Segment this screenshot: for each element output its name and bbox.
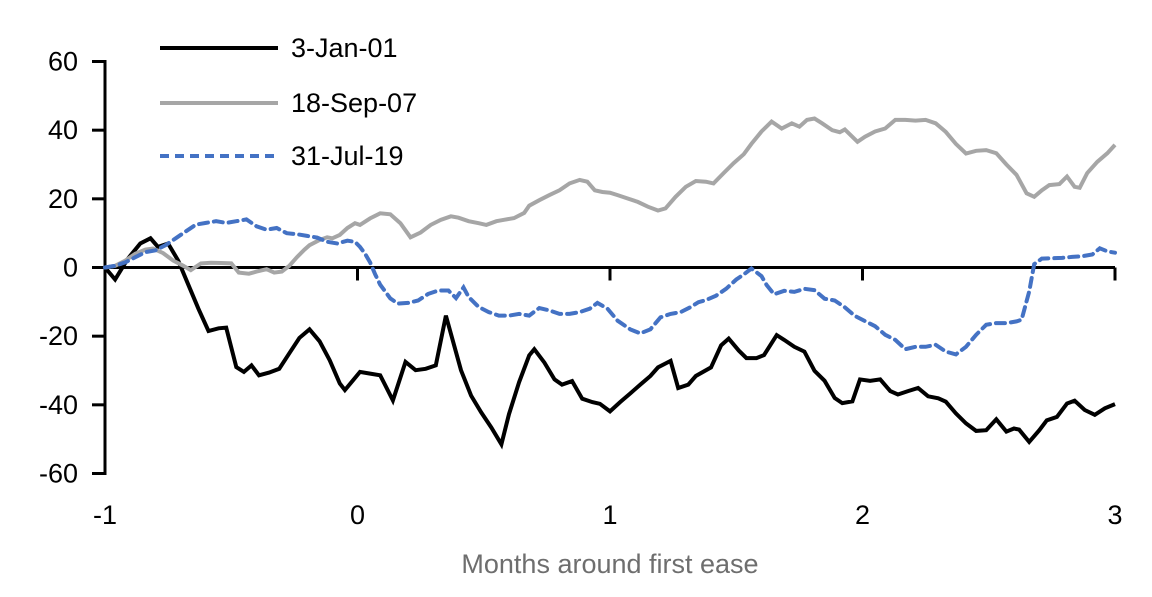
y-tick-label: -60	[39, 459, 78, 489]
legend-item-31-jul-19: 31-Jul-19	[160, 141, 404, 171]
y-tick-label: 0	[63, 253, 78, 283]
series-line-3-jan-01	[103, 235, 1116, 450]
legend-label: 18-Sep-07	[291, 88, 418, 118]
y-tick-label: -20	[39, 321, 78, 351]
x-tick-label: 2	[855, 500, 870, 530]
y-tick-label: -40	[39, 390, 78, 420]
legend-line-gray-icon	[160, 101, 278, 105]
legend-line-blue-dashed-icon	[160, 154, 278, 158]
y-tick-label: 40	[48, 115, 78, 145]
legend-item-18-sep-07: 18-Sep-07	[160, 88, 417, 118]
legend-label: 31-Jul-19	[291, 141, 404, 171]
x-tick-label: 0	[350, 500, 365, 530]
legend-item-3-jan-01: 3-Jan-01	[160, 33, 398, 63]
legend-label: 3-Jan-01	[291, 33, 398, 63]
y-tick-label: 20	[48, 184, 78, 214]
x-tick-label: -1	[93, 500, 117, 530]
x-tick-label: 1	[602, 500, 617, 530]
legend-line-black-icon	[160, 46, 278, 50]
x-tick-label: 3	[1107, 500, 1122, 530]
series-line-31-jul-19	[103, 217, 1117, 357]
series-line-18-sep-07	[104, 116, 1117, 276]
y-tick-label: 60	[48, 47, 78, 77]
x-axis-title: Months around first ease	[461, 549, 759, 579]
